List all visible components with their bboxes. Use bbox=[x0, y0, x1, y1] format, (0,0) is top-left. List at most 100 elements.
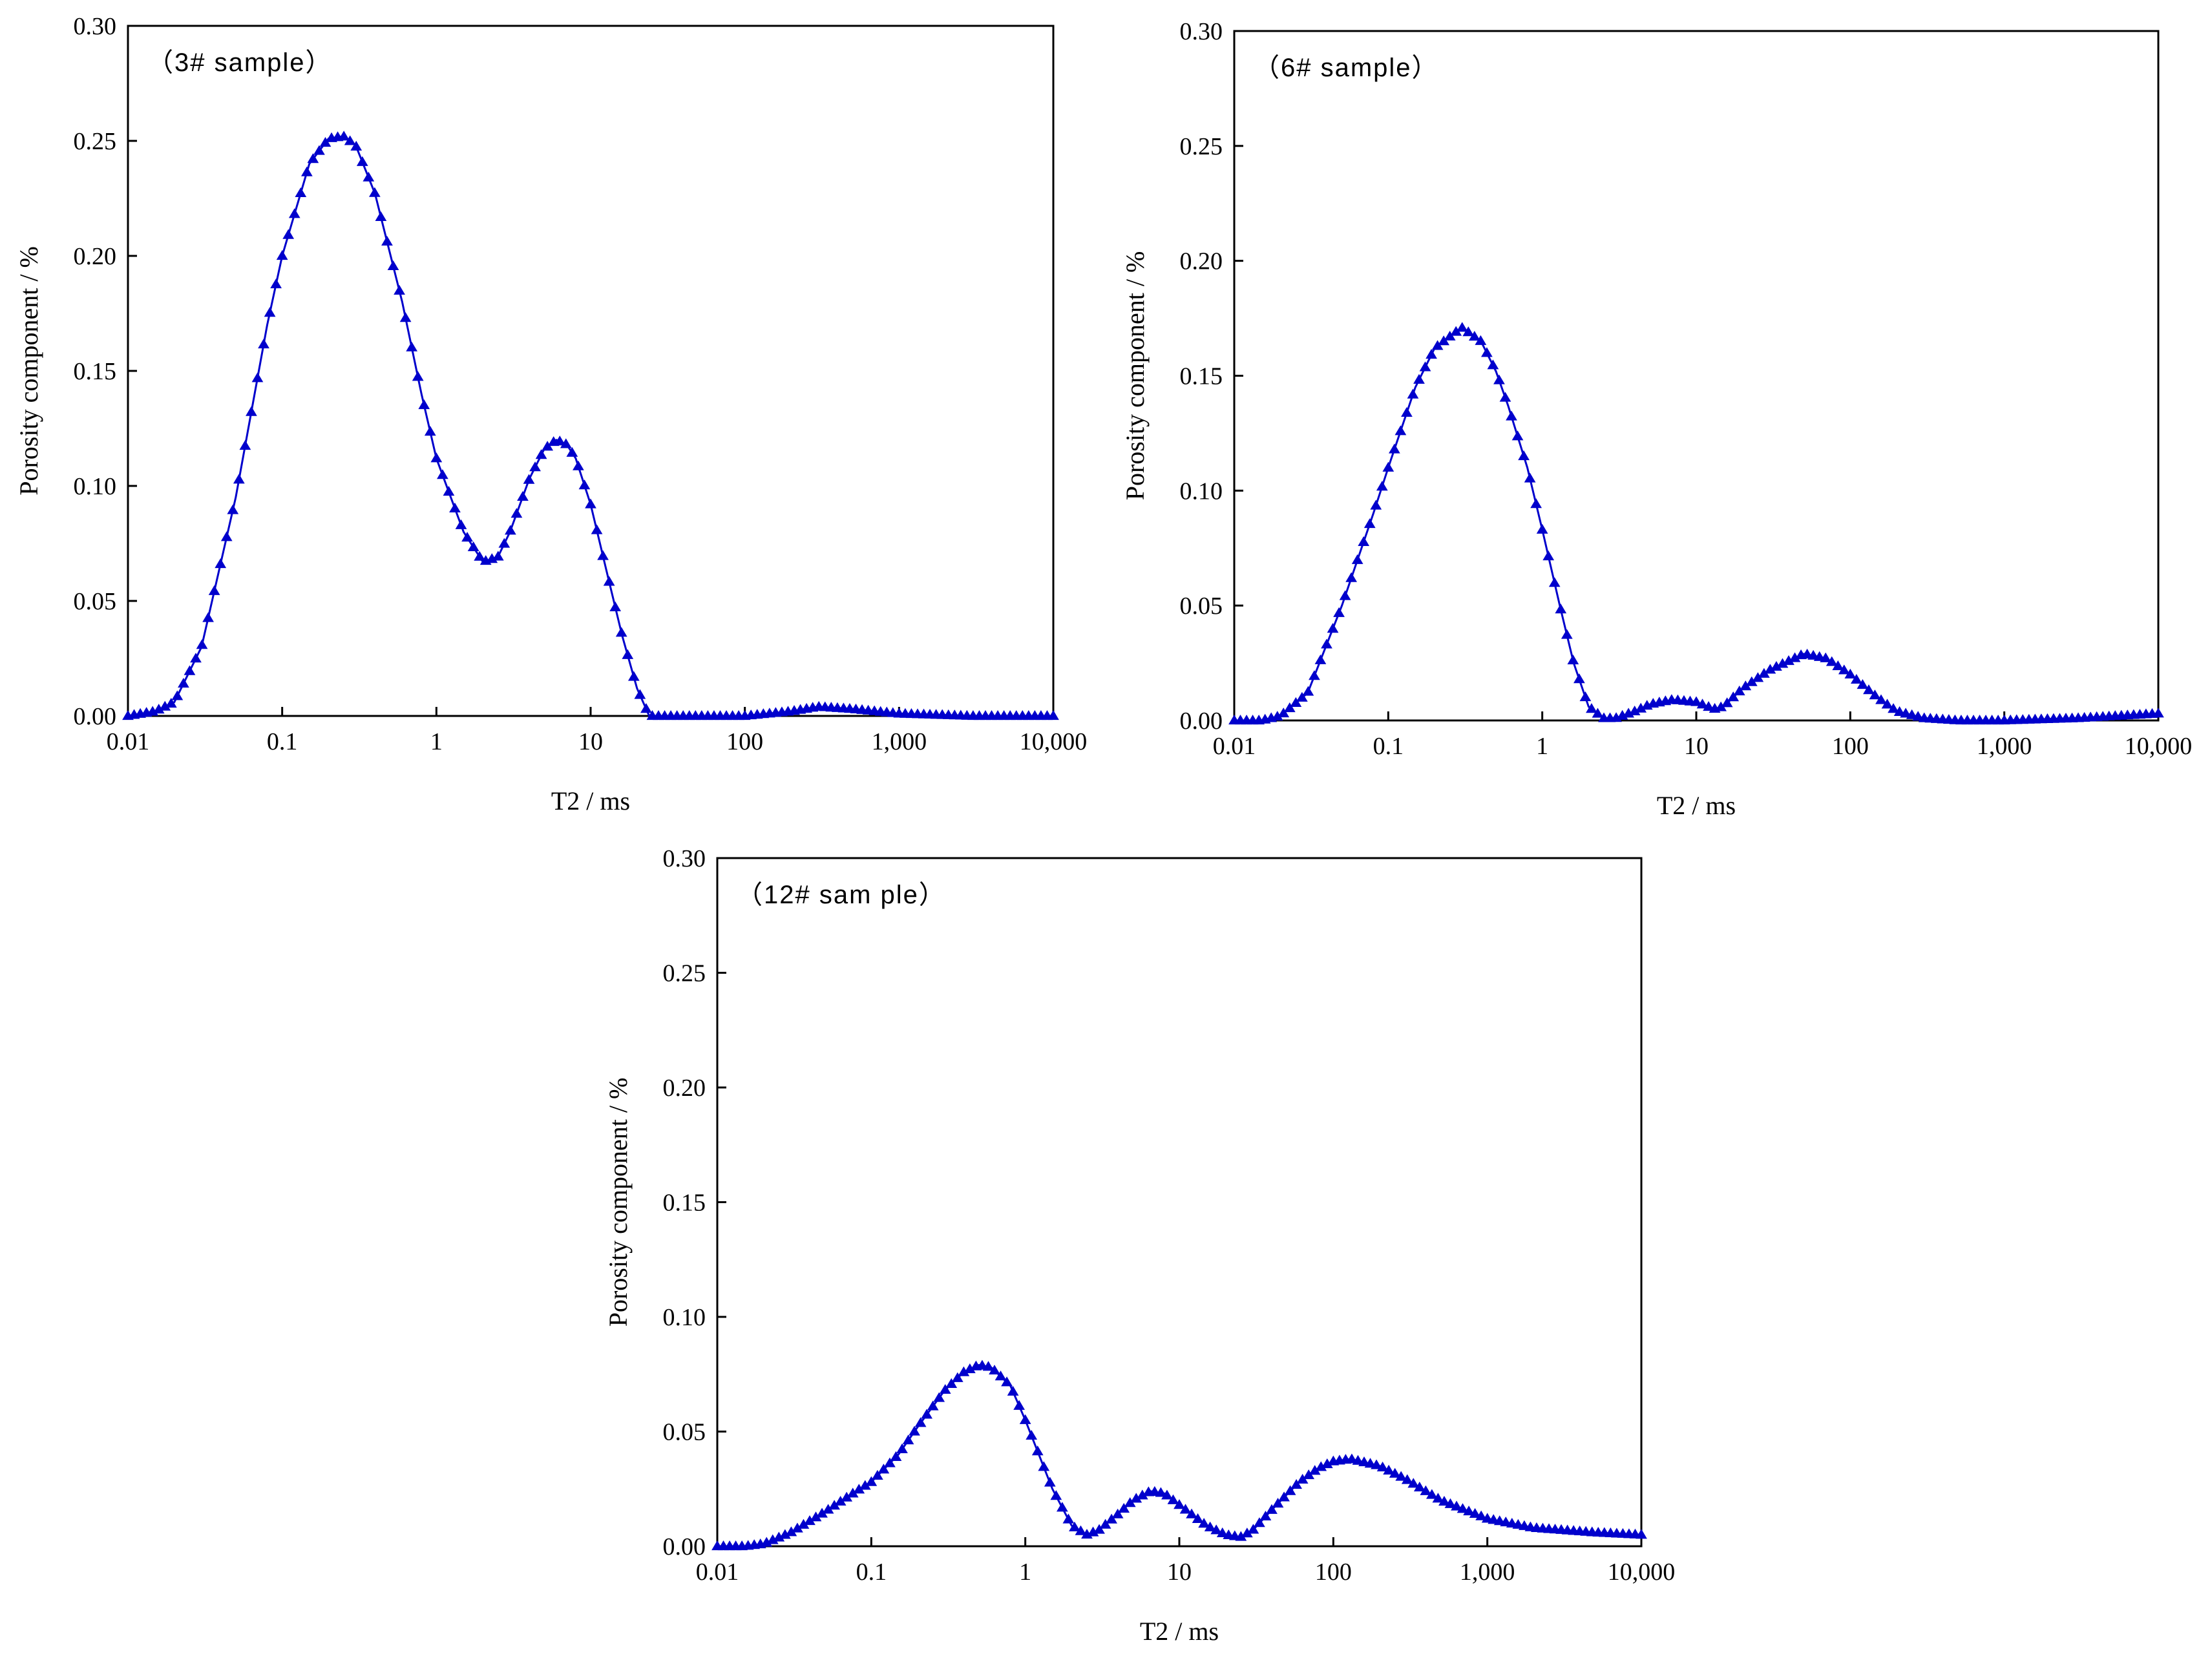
data-point bbox=[1001, 1376, 1013, 1387]
data-point bbox=[406, 341, 418, 352]
y-tick-label: 0.20 bbox=[74, 243, 117, 270]
data-point bbox=[585, 498, 596, 509]
data-point bbox=[1371, 1459, 1382, 1469]
data-point bbox=[1216, 1527, 1228, 1537]
data-point bbox=[449, 502, 461, 513]
data-point bbox=[1468, 330, 1480, 341]
data-point bbox=[437, 469, 448, 479]
x-tick-label: 0.01 bbox=[1213, 733, 1256, 760]
data-point bbox=[1727, 691, 1740, 702]
data-point bbox=[1314, 654, 1327, 664]
data-point bbox=[1376, 481, 1388, 491]
y-tick-label: 0.30 bbox=[663, 845, 706, 872]
y-axis-label: Porosity component / % bbox=[604, 1078, 633, 1327]
data-point bbox=[627, 671, 640, 681]
series-line bbox=[127, 135, 1053, 717]
data-point bbox=[1192, 1513, 1204, 1523]
data-point bbox=[1451, 1500, 1462, 1511]
data-point bbox=[1038, 1461, 1050, 1471]
x-tick-label: 10,000 bbox=[1020, 728, 1088, 755]
x-axis-label: T2 / ms bbox=[551, 786, 630, 815]
data-point bbox=[989, 1365, 1000, 1375]
data-point bbox=[578, 479, 591, 490]
data-point bbox=[1401, 406, 1413, 417]
data-point bbox=[387, 260, 399, 271]
data-point bbox=[1309, 670, 1320, 680]
data-point bbox=[517, 490, 529, 501]
data-point bbox=[1518, 450, 1530, 461]
data-point bbox=[1579, 691, 1592, 702]
data-point bbox=[1512, 1518, 1524, 1529]
data-point bbox=[871, 1469, 883, 1480]
data-point bbox=[282, 229, 295, 239]
panel-title: （3# sample） bbox=[147, 48, 333, 77]
data-point bbox=[1555, 604, 1567, 614]
data-point bbox=[184, 665, 196, 675]
data-point bbox=[350, 140, 363, 151]
data-point bbox=[1075, 1525, 1087, 1535]
data-point bbox=[566, 446, 578, 457]
data-point bbox=[1358, 536, 1370, 546]
data-point bbox=[1462, 326, 1475, 337]
x-tick-label: 0.01 bbox=[107, 728, 150, 755]
data-point bbox=[1155, 1487, 1167, 1497]
data-point bbox=[1542, 551, 1555, 561]
data-point bbox=[1351, 554, 1363, 564]
data-point bbox=[399, 312, 412, 322]
x-tick-label: 10 bbox=[578, 728, 603, 755]
panel-title: （6# sample） bbox=[1254, 54, 1439, 82]
panel-3-sample: 0.01 0.1 1 10 100 1,000 10,000 0.00 0.05 0.10 0.15… bbox=[14, 13, 1087, 815]
data-point bbox=[1820, 652, 1832, 662]
data-point bbox=[1807, 649, 1820, 660]
series-line bbox=[717, 1364, 1642, 1548]
data-point bbox=[394, 284, 405, 295]
data-point bbox=[909, 1425, 920, 1436]
data-point bbox=[1413, 1481, 1426, 1492]
data-point bbox=[622, 649, 634, 659]
panel-title: （12# sam ple） bbox=[737, 881, 946, 909]
x-tick-label: 10 bbox=[1684, 733, 1709, 760]
data-point bbox=[1019, 1414, 1031, 1424]
y-axis-label: Porosity component / % bbox=[1121, 251, 1150, 501]
data-point bbox=[178, 678, 189, 688]
data-point bbox=[1198, 1518, 1210, 1528]
data-point bbox=[1388, 443, 1400, 454]
data-point bbox=[510, 508, 523, 518]
data-point bbox=[1364, 1458, 1376, 1468]
data-point bbox=[1857, 679, 1869, 689]
data-point bbox=[1290, 697, 1302, 707]
data-point bbox=[1838, 664, 1850, 675]
data-point bbox=[455, 519, 467, 529]
data-point bbox=[995, 1370, 1007, 1381]
x-tick-label: 10,000 bbox=[1608, 1559, 1676, 1586]
data-point bbox=[430, 452, 443, 463]
data-point bbox=[1345, 572, 1358, 582]
data-point bbox=[1278, 708, 1290, 718]
x-axis-label: T2 / ms bbox=[1657, 791, 1736, 820]
data-point bbox=[1518, 1520, 1530, 1530]
data-point bbox=[1826, 656, 1838, 666]
data-point bbox=[890, 1451, 902, 1461]
data-point bbox=[1500, 1517, 1512, 1527]
data-point bbox=[1284, 1485, 1296, 1495]
data-point bbox=[1413, 373, 1425, 384]
data-point bbox=[1801, 648, 1813, 658]
x-tick-label: 10,000 bbox=[2125, 733, 2193, 760]
y-tick-label: 0.00 bbox=[1180, 708, 1223, 735]
data-point bbox=[1044, 1476, 1056, 1487]
data-point bbox=[597, 550, 609, 560]
data-point bbox=[976, 1360, 988, 1370]
data-point bbox=[443, 486, 455, 496]
data-point bbox=[1346, 1453, 1358, 1464]
data-point bbox=[313, 145, 325, 155]
data-point bbox=[1536, 523, 1548, 534]
data-point bbox=[1026, 1429, 1038, 1440]
data-point bbox=[1444, 1498, 1457, 1508]
data-point bbox=[1493, 1515, 1506, 1526]
data-point bbox=[1419, 361, 1431, 372]
data-point bbox=[1376, 1462, 1389, 1472]
data-point bbox=[474, 551, 486, 561]
data-point bbox=[1475, 1510, 1488, 1520]
plot-frame bbox=[1233, 30, 2160, 722]
data-point bbox=[603, 576, 615, 586]
